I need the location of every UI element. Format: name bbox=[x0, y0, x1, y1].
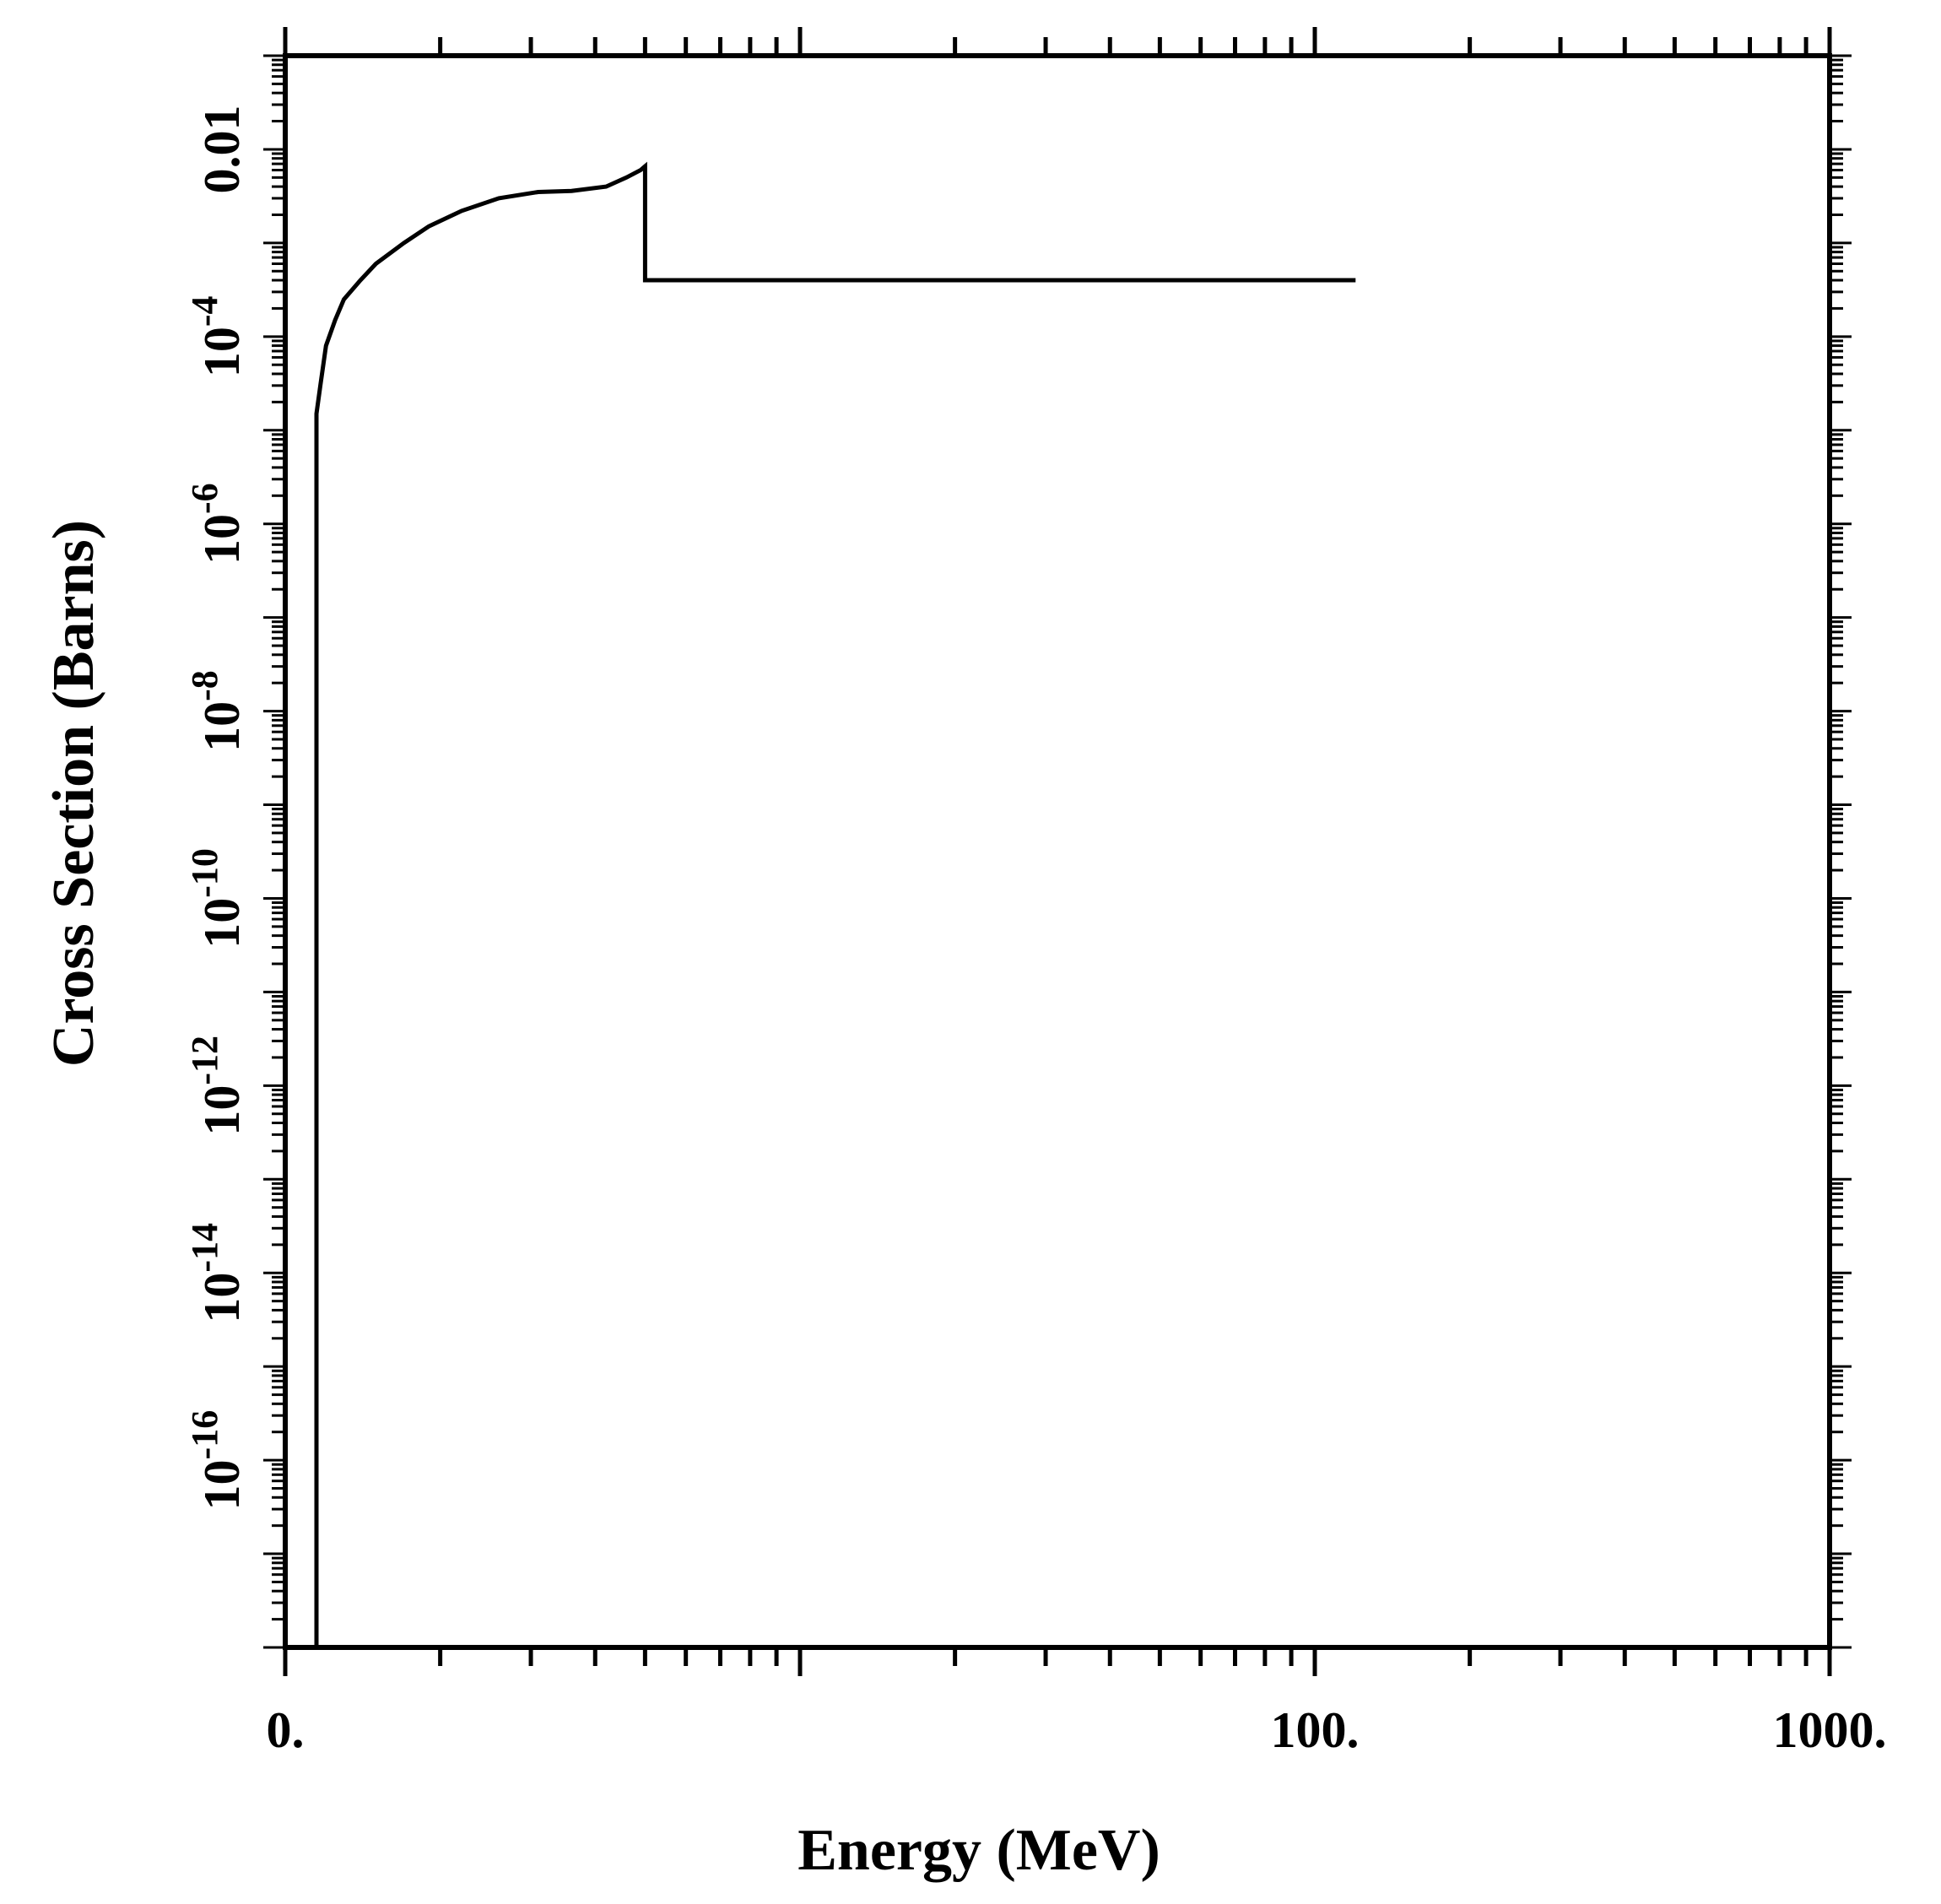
plot-frame bbox=[283, 53, 1832, 1650]
y-tick-label: 10-4 bbox=[184, 295, 250, 377]
y-tick-base: 10 bbox=[194, 327, 250, 377]
y-tick-text: 0.01 bbox=[194, 105, 250, 193]
y-tick-label: 10-10 bbox=[184, 848, 250, 949]
x-axis-title: Energy (MeV) bbox=[797, 1818, 1160, 1883]
y-tick-label: 10-8 bbox=[184, 670, 250, 752]
y-tick-base: 10 bbox=[194, 1459, 250, 1510]
y-tick-base: 10 bbox=[194, 1273, 250, 1323]
x-tick-label: 1000. bbox=[1773, 1702, 1887, 1758]
y-tick-label: 10-6 bbox=[184, 483, 250, 565]
y-tick-exponent: -8 bbox=[184, 670, 225, 701]
y-tick-base: 10 bbox=[194, 701, 250, 752]
y-tick-exponent: -14 bbox=[184, 1223, 225, 1273]
y-tick-exponent: -6 bbox=[184, 483, 225, 514]
y-tick-label: 10-16 bbox=[184, 1410, 250, 1511]
axis-ticks bbox=[263, 27, 1852, 1676]
y-tick-label: 10-14 bbox=[184, 1223, 250, 1323]
y-tick-base: 10 bbox=[194, 514, 250, 565]
y-tick-exponent: -16 bbox=[184, 1410, 225, 1460]
x-tick-label: 100. bbox=[1271, 1702, 1360, 1758]
y-tick-label: 10-12 bbox=[184, 1036, 250, 1136]
y-tick-exponent: -4 bbox=[184, 295, 225, 327]
x-tick-label: 0. bbox=[267, 1702, 305, 1758]
y-tick-label: 0.01 bbox=[194, 105, 250, 193]
y-tick-exponent: -12 bbox=[184, 1036, 225, 1085]
y-tick-exponent: -10 bbox=[184, 848, 225, 898]
y-tick-base: 10 bbox=[194, 898, 250, 949]
series-line bbox=[314, 161, 1356, 1647]
tick-labels: 0. 100. 1000.0.0110-410-610-810-1010-1210-… bbox=[184, 105, 1887, 1758]
y-axis-title: Cross Section (Barns) bbox=[41, 520, 106, 1067]
y-tick-base: 10 bbox=[194, 1085, 250, 1136]
